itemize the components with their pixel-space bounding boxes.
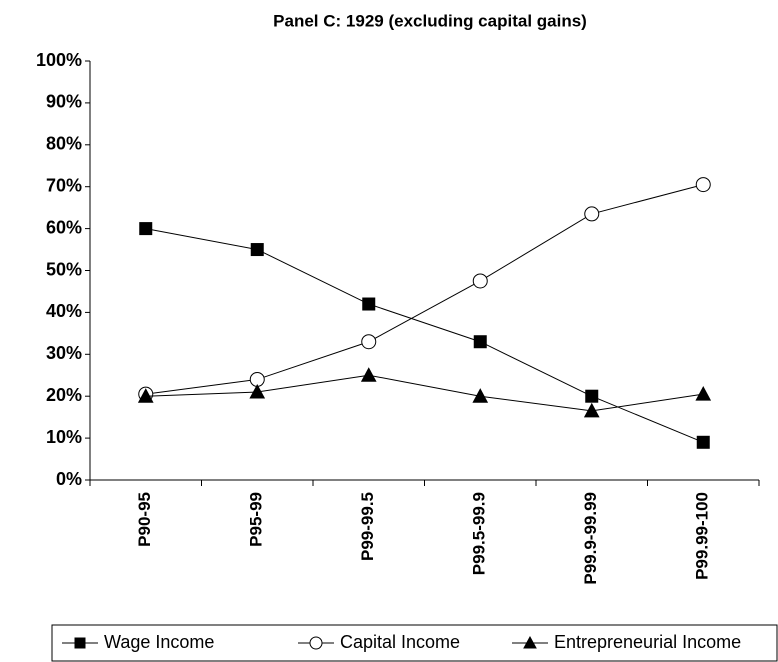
- y-tick-label: 40%: [46, 301, 82, 321]
- y-tick-label: 60%: [46, 217, 82, 237]
- legend-marker: [74, 637, 86, 649]
- point-marker: [585, 389, 599, 403]
- legend-box: [51, 624, 778, 662]
- point-marker: [137, 388, 154, 403]
- point-marker: [361, 334, 377, 350]
- point-marker: [362, 297, 376, 311]
- legend-marker: [523, 635, 537, 649]
- series-line: [145, 228, 704, 443]
- point-marker: [695, 177, 711, 193]
- point-marker: [249, 383, 266, 399]
- point-marker: [584, 206, 600, 222]
- legend-marker: [309, 636, 323, 650]
- point-marker: [250, 243, 264, 257]
- point-marker: [473, 335, 487, 349]
- y-tick-label: 20%: [46, 385, 82, 405]
- point-marker: [139, 222, 153, 236]
- y-tick-label: 70%: [46, 175, 82, 195]
- y-tick-label: 80%: [46, 134, 82, 154]
- y-tick-label: 100%: [36, 50, 82, 70]
- x-tick-label: P99.9-99.99: [581, 492, 600, 585]
- x-tick-label: P95-99: [247, 492, 266, 547]
- legend-label: Wage Income: [104, 632, 214, 652]
- point-marker: [360, 367, 377, 382]
- y-tick-label: 0%: [56, 469, 82, 489]
- point-marker: [695, 386, 712, 401]
- chart-title: Panel C: 1929 (excluding capital gains): [273, 11, 587, 30]
- x-tick-label: P90-95: [135, 492, 154, 547]
- series-line: [145, 184, 704, 395]
- y-tick-label: 90%: [46, 92, 82, 112]
- series-line: [145, 374, 704, 412]
- point-marker: [472, 273, 488, 289]
- x-tick-label: P99-99.5: [358, 492, 377, 561]
- x-tick-label: P99.99-100: [693, 492, 712, 580]
- y-tick-label: 10%: [46, 427, 82, 447]
- legend-label: Capital Income: [340, 632, 460, 652]
- point-marker: [583, 402, 600, 418]
- point-marker: [696, 435, 710, 449]
- legend-label: Entrepreneurial Income: [554, 632, 741, 652]
- y-tick-label: 50%: [46, 259, 82, 279]
- x-tick-label: P99.5-99.9: [470, 492, 489, 575]
- point-marker: [472, 388, 489, 403]
- y-tick-label: 30%: [46, 343, 82, 363]
